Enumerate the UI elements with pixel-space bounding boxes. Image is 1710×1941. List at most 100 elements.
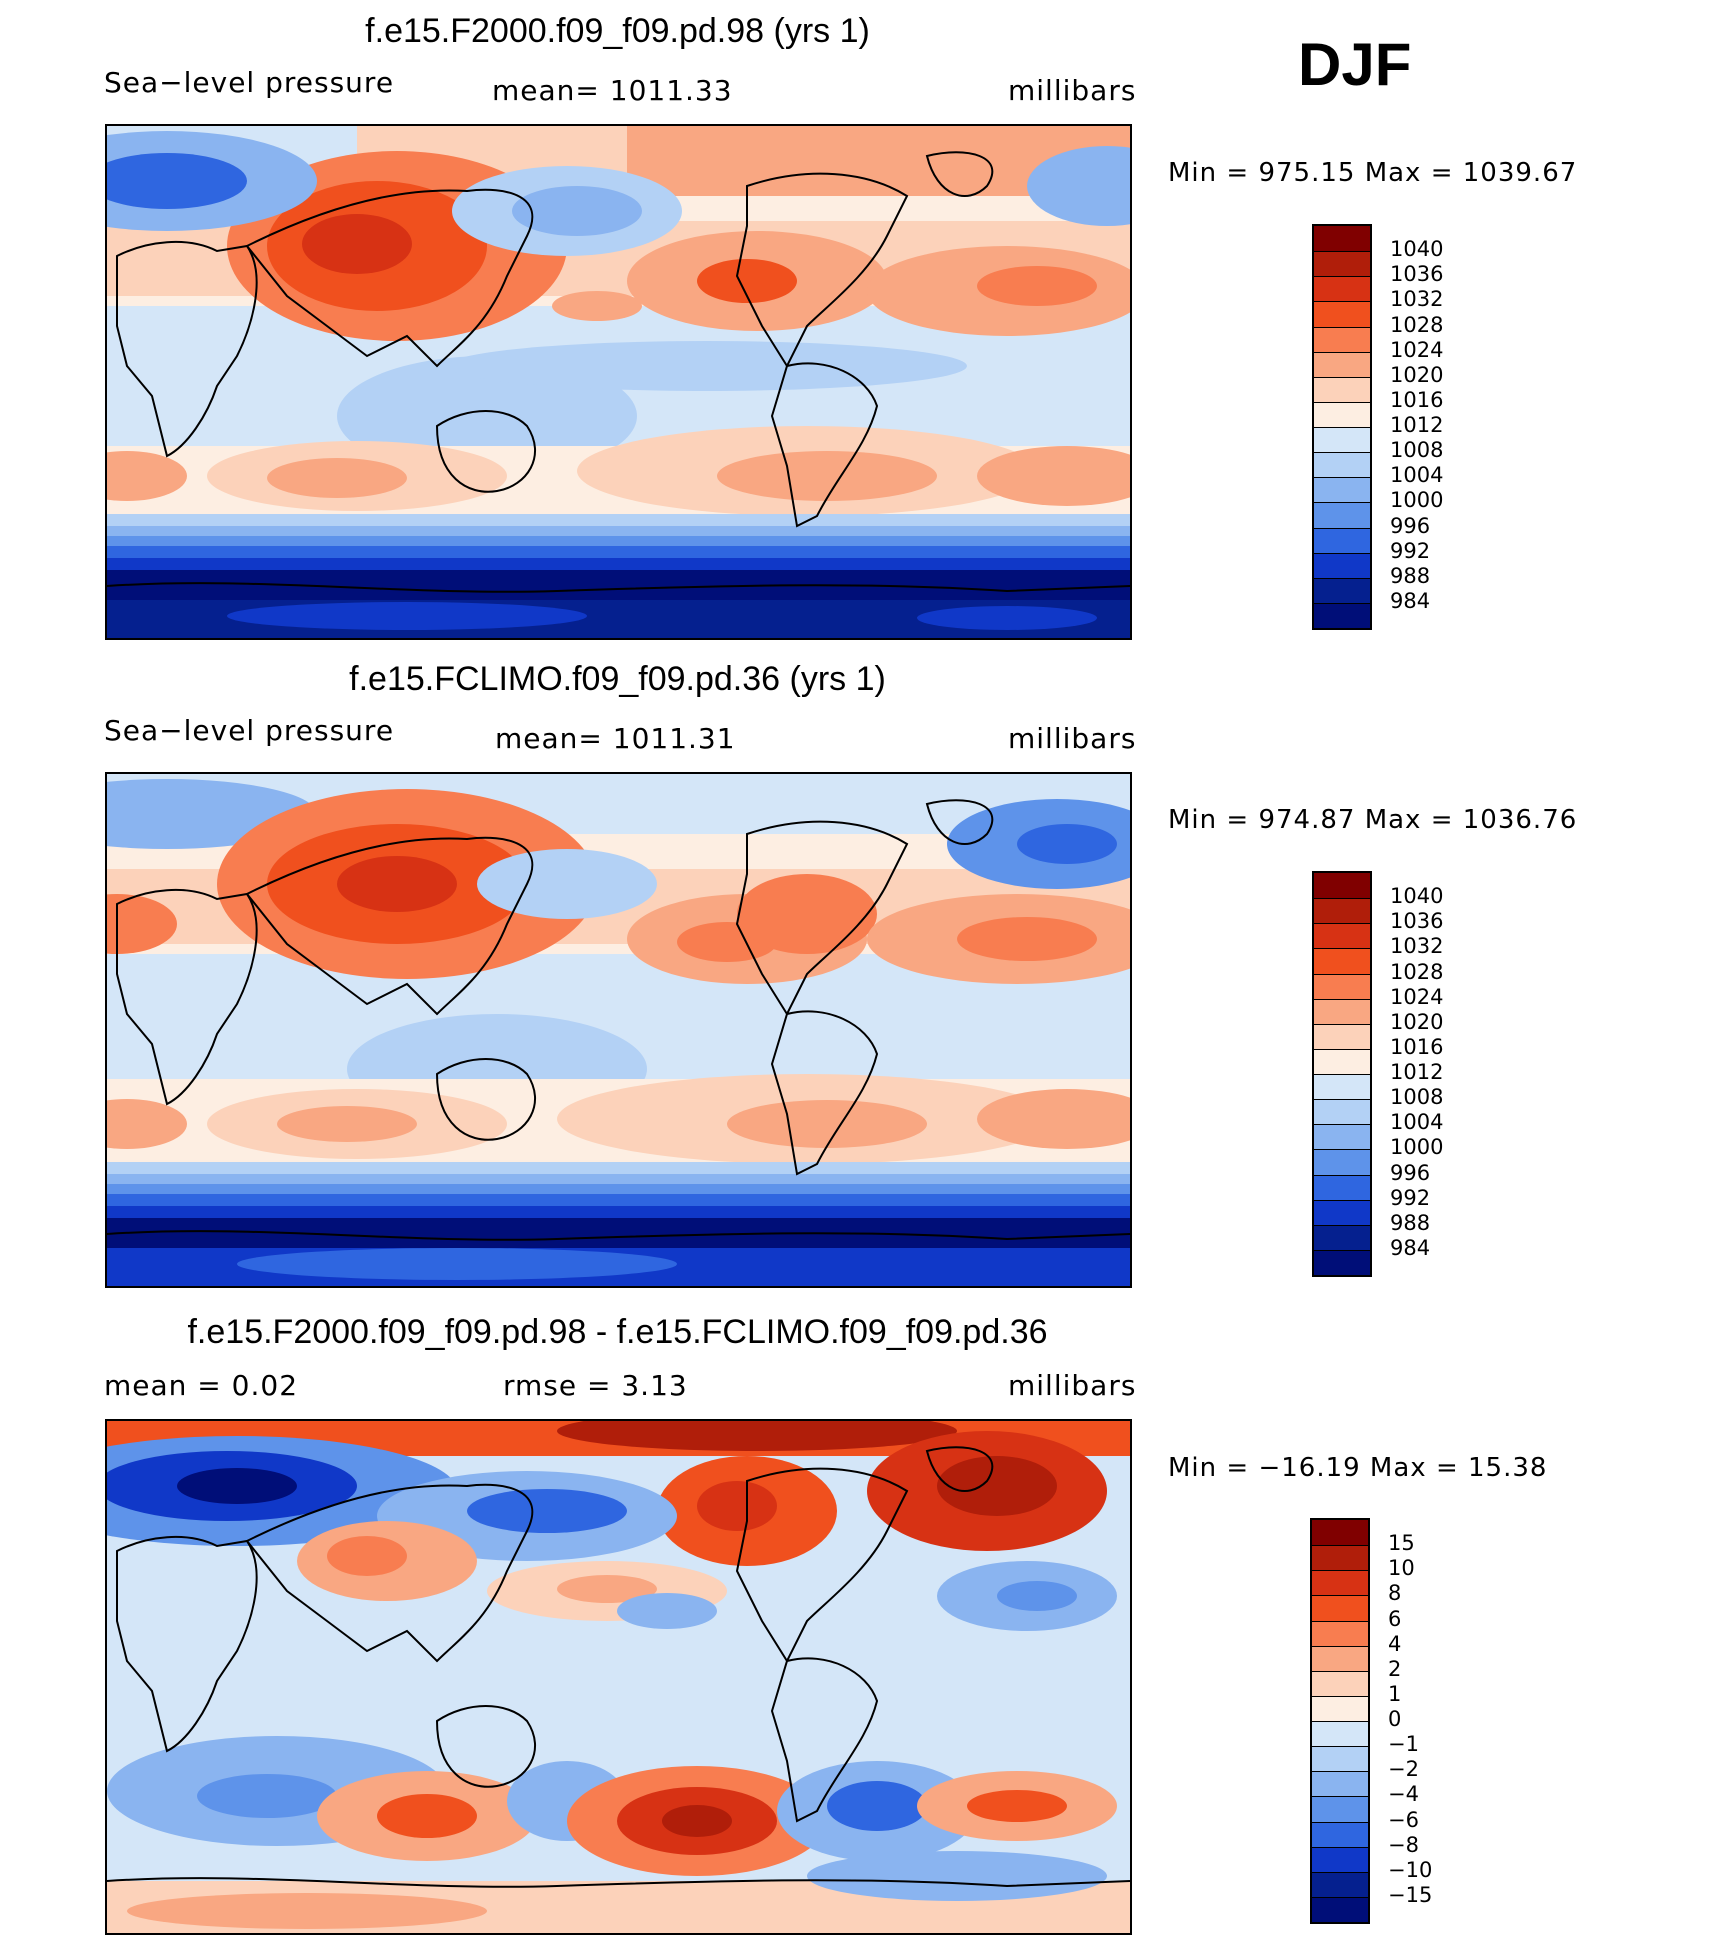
so-band-2: [107, 526, 1130, 536]
colorbar-level-label: 1008: [1390, 1085, 1444, 1110]
panel-1-units-label: millibars: [1008, 74, 1137, 107]
colorbar-segment: [1312, 1595, 1368, 1621]
colorbar-level-label: 1028: [1390, 312, 1444, 337]
colorbar-segment: [1314, 1074, 1370, 1100]
antarctic-patch: [237, 1248, 677, 1280]
coast-greenland: [925, 151, 994, 197]
panel-1-map-svg: [107, 126, 1130, 638]
colorbar-segment: [1314, 602, 1370, 628]
colorbar-segment: [1314, 326, 1370, 352]
panel-3-rmse-label: rmse = 3.13: [503, 1369, 688, 1402]
pacific-high-core: [697, 259, 797, 303]
europe-high: [107, 894, 177, 954]
colorbar-level-label: −2: [1388, 1757, 1419, 1782]
colorbar-level-label: 1024: [1390, 337, 1444, 362]
panel-1-mean-label: mean= 1011.33: [492, 74, 733, 107]
colorbar-segment: [1314, 1099, 1370, 1125]
south-atl-high: [977, 446, 1130, 506]
panel-1-colorbar: [1312, 224, 1372, 630]
colorbar-level-label: 988: [1390, 563, 1431, 588]
coast-asia: [245, 1483, 534, 1663]
colorbar-level-label: 1036: [1390, 262, 1444, 287]
colorbar-level-label: 1012: [1390, 413, 1444, 437]
coastlines: [107, 799, 1130, 1241]
asia-pos-core: [327, 1536, 407, 1576]
panel-1-minmax: Min = 975.15 Max = 1039.67: [1168, 158, 1578, 188]
colorbar-segment: [1314, 452, 1370, 478]
colorbar-level-label: 1028: [1390, 959, 1444, 984]
colorbar-segment: [1312, 1721, 1368, 1747]
south-pac-core: [717, 451, 937, 501]
s-pac-neg-east-core: [827, 1781, 927, 1831]
panel-3-map-svg: [107, 1421, 1130, 1933]
colorbar-level-label: 996: [1390, 1160, 1431, 1185]
colorbar-segment: [1314, 577, 1370, 603]
coast-north-america: [735, 820, 909, 1017]
antarctic-patch-2: [917, 606, 1097, 630]
south-atl-west: [107, 1099, 187, 1149]
panel-3-units-label: millibars: [1008, 1369, 1137, 1402]
colorbar-segment: [1314, 552, 1370, 578]
colorbar-segment: [1314, 527, 1370, 553]
colorbar-segment: [1314, 1249, 1370, 1275]
aleutian-low-core: [512, 186, 642, 236]
season-label: DJF: [1298, 31, 1412, 98]
colorbar-level-label: 0: [1388, 1707, 1402, 1731]
colorbar-level-label: 6: [1388, 1606, 1402, 1631]
siberian-high-core: [302, 214, 412, 274]
colorbar-segment: [1314, 1174, 1370, 1200]
s-ind-pos-core: [377, 1794, 477, 1838]
colorbar-segment: [1314, 973, 1370, 999]
arctic-low-east-core: [1017, 824, 1117, 864]
colorbar-segment: [1314, 873, 1370, 899]
coast-greenland: [925, 799, 994, 845]
panel-2-title: f.e15.FCLIMO.f09_f09.pd.36 (yrs 1): [349, 660, 886, 698]
coast-australia: [435, 1705, 537, 1788]
colorbar-segment: [1312, 1620, 1368, 1646]
colorbar-segment: [1312, 1746, 1368, 1772]
panel-2-colorbar: [1312, 871, 1372, 1277]
colorbar-level-label: −8: [1388, 1832, 1419, 1857]
south-ind-core: [267, 458, 407, 498]
antarctic-pos: [127, 1893, 487, 1929]
euro-low-core: [177, 1468, 297, 1504]
colorbar-level-label: 984: [1390, 1235, 1431, 1260]
pac-pos-core: [557, 1575, 657, 1603]
colorbar-segment: [1314, 1023, 1370, 1049]
colorbar-level-label: 984: [1390, 588, 1431, 613]
panel-1-title: f.e15.F2000.f09_f09.pd.98 (yrs 1): [365, 12, 870, 50]
south-ind-core: [277, 1106, 417, 1142]
coast-south-america: [770, 1010, 879, 1176]
colorbar-level-label: −6: [1388, 1807, 1419, 1832]
s-pac-pos-core: [662, 1805, 732, 1837]
colorbar-segment: [1314, 477, 1370, 503]
so-band-5: [107, 558, 1130, 570]
panel-2-map-svg: [107, 774, 1130, 1286]
colorbar-level-label: 15: [1388, 1531, 1415, 1556]
colorbar-segment: [1314, 427, 1370, 453]
colorbar-segment: [1314, 948, 1370, 974]
coast-antarctica: [107, 582, 1130, 593]
colorbar-level-label: −15: [1388, 1882, 1433, 1907]
south-atl-high: [977, 1089, 1130, 1149]
colorbar-level-label: 10: [1388, 1556, 1415, 1581]
colorbar-level-label: 2: [1388, 1656, 1402, 1681]
colorbar-level-label: 1036: [1390, 909, 1444, 934]
so-band-1: [107, 514, 1130, 526]
pacific-sub-high: [552, 291, 642, 321]
coast-north-america: [735, 172, 909, 369]
greenland-core: [937, 1456, 1057, 1516]
colorbar-segment: [1314, 351, 1370, 377]
coast-europe-africa: [116, 889, 258, 1106]
colorbar-level-label: 1040: [1390, 237, 1444, 262]
s-ind-neg-core: [197, 1774, 337, 1818]
panel-1-variable-label: Sea−level pressure: [104, 66, 395, 99]
coast-australia: [435, 1058, 537, 1141]
colorbar-segment: [1312, 1846, 1368, 1872]
colorbar-level-label: 4: [1388, 1631, 1402, 1656]
colorbar-level-label: 1020: [1390, 362, 1444, 387]
atl-neg-core: [997, 1581, 1077, 1611]
panel-3-minmax: Min = −16.19 Max = 15.38: [1168, 1453, 1548, 1483]
colorbar-segment: [1312, 1896, 1368, 1922]
colorbar-level-label: 1008: [1390, 438, 1444, 463]
